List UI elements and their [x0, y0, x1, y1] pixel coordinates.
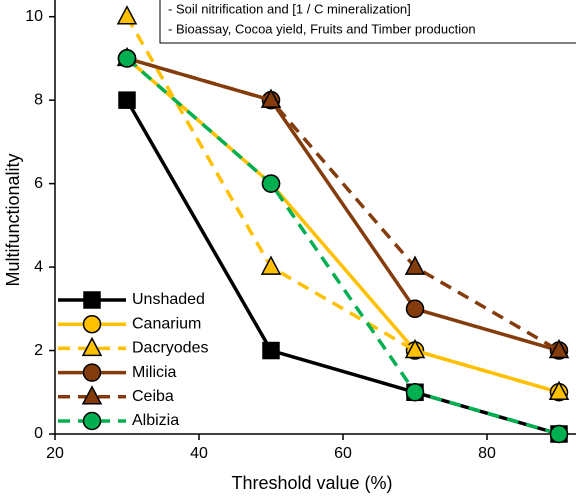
x-tick-label: 20 [46, 445, 64, 462]
legend-marker [82, 314, 102, 334]
legend-label: Milicia [132, 364, 177, 381]
legend-label: Canarium [132, 315, 201, 332]
legend-marker [82, 411, 102, 431]
marker [548, 380, 570, 401]
x-axis-label: Threshold value (%) [231, 473, 392, 493]
x-tick-label: 80 [478, 445, 496, 462]
marker [549, 424, 569, 444]
annotation: - Soil nitrification and [1 / C minerali… [168, 1, 411, 16]
legend-marker [82, 363, 102, 382]
legend-marker [81, 385, 103, 405]
marker [260, 88, 282, 108]
annotation-box [159, 0, 576, 44]
marker [261, 174, 281, 193]
marker [404, 255, 426, 275]
series-line [125, 57, 560, 436]
marker [405, 383, 425, 402]
y-tick-label: 8 [34, 91, 43, 108]
y-tick-label: 0 [34, 425, 43, 442]
legend-label: Albizia [132, 412, 179, 429]
legend-label: Dacryodes [132, 340, 208, 357]
y-axis-label: Multifunctionality [3, 153, 23, 286]
marker [260, 255, 282, 275]
legend-marker [81, 336, 103, 357]
annotation: - Bioassay, Cocoa yield, Fruits and Timb… [168, 21, 476, 36]
legend-label: Ceiba [132, 388, 174, 405]
marker [404, 338, 426, 359]
series [117, 49, 569, 444]
series-line [126, 56, 560, 353]
y-tick-label: 6 [34, 175, 43, 192]
legend-marker [83, 291, 101, 309]
marker [116, 5, 138, 25]
series [116, 5, 570, 401]
series-line [126, 56, 560, 353]
marker [262, 341, 280, 360]
series-line [125, 15, 560, 394]
marker [118, 91, 136, 109]
legend: Unshaded Canarium Dacryodes Milicia Ceiba Alb… [58, 291, 208, 431]
x-tick-label: 40 [190, 445, 208, 462]
y-tick-label: 4 [34, 258, 43, 275]
y-tick-label: 2 [34, 342, 43, 359]
y-tick-label: 10 [25, 8, 43, 25]
marker [548, 338, 570, 359]
legend-label: Unshaded [132, 291, 205, 308]
marker [405, 299, 425, 319]
x-tick-label: 60 [334, 445, 352, 462]
series-line [125, 99, 560, 436]
marker [117, 49, 137, 68]
